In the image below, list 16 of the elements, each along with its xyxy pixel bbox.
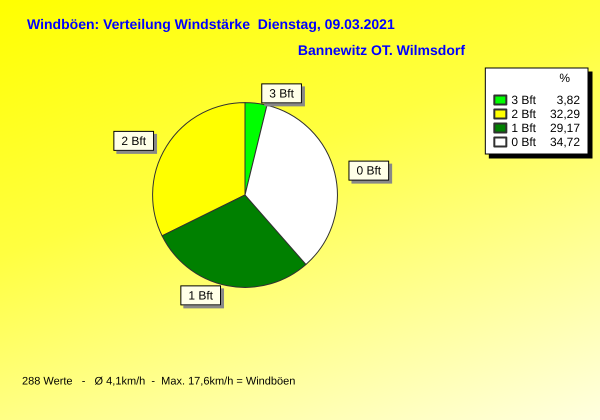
legend-label: 0 Bft (511, 135, 537, 149)
chart-title: Windböen: Verteilung Windstärke Dienstag, 09.03.2021 (27, 16, 395, 32)
slice-label: 0 Bft (356, 164, 382, 178)
legend-label: 1 Bft (511, 121, 537, 135)
slice-label: 3 Bft (269, 86, 295, 100)
data-label: 29,17 (550, 121, 580, 135)
slice-label: 2 Bft (121, 134, 147, 148)
data-label: 32,29 (550, 107, 580, 121)
data-label: 3,82 (556, 93, 580, 107)
slice-label: 1 Bft (188, 288, 214, 302)
text: 288 Werte - Ø 4,1km/h - Max. 17,6km/h = Windböen (22, 376, 296, 388)
legend-title: % (559, 71, 570, 85)
legend-label: 3 Bft (511, 93, 537, 107)
chart-subtitle: Bannewitz OT. Wilmsdorf (298, 42, 466, 58)
legend-label: 2 Bft (511, 107, 537, 121)
data-label: 34,72 (550, 135, 580, 149)
